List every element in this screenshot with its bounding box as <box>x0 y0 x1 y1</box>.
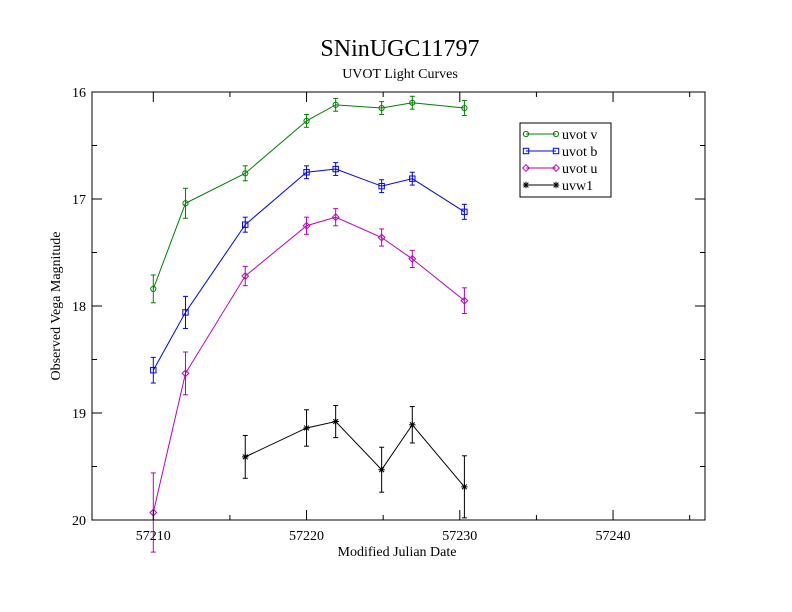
legend-label: uvw1 <box>562 179 593 194</box>
data-point-uvot-v <box>332 101 339 108</box>
data-point-uvot-u <box>377 233 386 242</box>
y-tick-label: 20 <box>72 514 86 529</box>
x-tick-label: 57240 <box>596 529 631 544</box>
legend-marker <box>551 163 561 173</box>
chart-subtitle: UVOT Light Curves <box>342 67 458 82</box>
data-point-uvot-v <box>378 104 385 112</box>
legend-label: uvot b <box>562 145 597 160</box>
legend-entry-uvw1: uvw1 <box>522 179 593 194</box>
x-axis-label: Modified Julian Date <box>338 545 457 560</box>
data-point-uvot-v <box>409 99 416 106</box>
x-tick-label: 57220 <box>289 529 324 544</box>
data-point-uvot-b <box>409 175 416 182</box>
legend-label: uvot u <box>562 162 597 177</box>
data-point-uvw1 <box>461 483 468 491</box>
data-point-uvot-v <box>150 285 157 292</box>
data-point-uvot-b <box>242 221 249 228</box>
data-point-uvot-v <box>303 117 310 124</box>
data-point-uvot-v <box>242 170 249 177</box>
data-point-uvot-u <box>241 272 250 281</box>
legend-marker <box>552 147 560 155</box>
data-point-uvot-b <box>461 208 468 216</box>
legend-marker <box>522 147 530 155</box>
series-line-uvot-b <box>152 168 465 371</box>
data-point-uvw1 <box>409 421 416 428</box>
x-tick-label: 57210 <box>136 529 171 544</box>
data-point-uvot-b <box>150 367 157 374</box>
legend-marker <box>521 163 531 173</box>
legend-marker <box>522 130 530 138</box>
data-point-uvot-b <box>332 165 339 173</box>
legend-entry-uvot-u: uvot u <box>521 162 597 177</box>
data-point-uvot-u <box>302 221 311 230</box>
series-uvot-v <box>150 95 468 304</box>
data-point-uvot-b <box>378 182 385 190</box>
data-point-uvw1 <box>332 418 339 425</box>
data-point-uvot-u <box>331 213 340 222</box>
y-tick-label: 17 <box>72 193 86 208</box>
legend-marker <box>552 130 560 138</box>
data-point-uvot-v <box>182 200 189 207</box>
legend-entry-uvot-b: uvot b <box>522 145 597 160</box>
data-point-uvw1 <box>303 424 310 432</box>
data-point-uvot-v <box>461 104 468 112</box>
y-axis-label: Observed Vega Magnitude <box>49 231 64 380</box>
legend-label: uvot v <box>562 128 597 143</box>
series-line-uvw1 <box>245 421 465 488</box>
legend-entry-uvot-v: uvot v <box>522 128 597 143</box>
legend: uvot v uvot b uvot u uvw1 <box>519 122 612 198</box>
data-point-uvot-b <box>303 169 310 176</box>
y-tick-label: 18 <box>72 300 86 315</box>
axes: 57210 57220 57230 57240 16 17 18 19 20 <box>72 86 706 544</box>
data-point-uvot-u <box>460 296 469 305</box>
y-tick-label: 16 <box>72 86 86 101</box>
series-line-uvot-v <box>152 102 465 290</box>
series-uvw1 <box>242 405 468 519</box>
plot-area <box>149 95 469 553</box>
data-point-uvw1 <box>242 453 249 461</box>
legend-marker <box>522 181 530 189</box>
chart-title: SNinUGC11797 <box>320 36 479 62</box>
data-point-uvot-u <box>181 369 190 378</box>
legend-marker <box>552 181 560 189</box>
series-line-uvot-u <box>152 216 465 513</box>
series-uvot-u <box>149 208 469 553</box>
data-point-uvw1 <box>378 466 385 473</box>
data-point-uvot-u <box>408 254 417 263</box>
series-uvot-b <box>150 162 468 384</box>
data-point-uvot-b <box>182 309 189 316</box>
y-tick-label: 19 <box>72 407 86 422</box>
x-tick-label: 57230 <box>442 529 477 544</box>
